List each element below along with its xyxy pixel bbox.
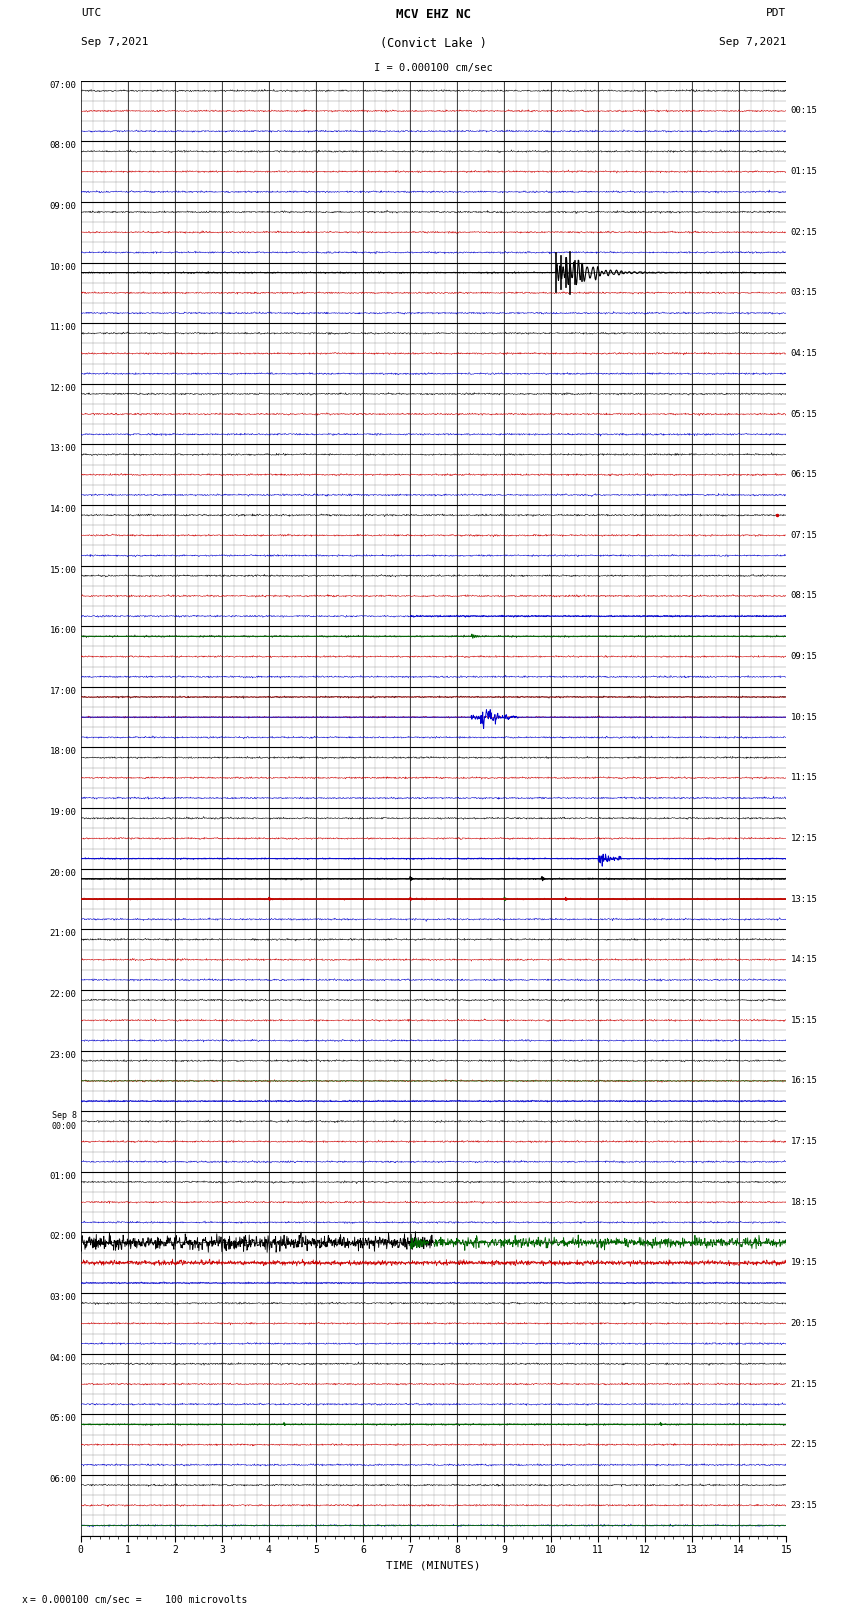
- Text: 16:00: 16:00: [49, 626, 76, 636]
- Text: Sep 7,2021: Sep 7,2021: [719, 37, 786, 47]
- Text: 08:00: 08:00: [49, 142, 76, 150]
- Text: 22:00: 22:00: [49, 990, 76, 998]
- Text: x: x: [21, 1595, 27, 1605]
- Text: 09:15: 09:15: [790, 652, 818, 661]
- Text: 07:00: 07:00: [49, 81, 76, 90]
- Text: Sep 8
00:00: Sep 8 00:00: [52, 1111, 76, 1131]
- Text: 11:00: 11:00: [49, 323, 76, 332]
- Text: 07:15: 07:15: [790, 531, 818, 540]
- Text: 01:00: 01:00: [49, 1171, 76, 1181]
- Text: 02:15: 02:15: [790, 227, 818, 237]
- Text: 22:15: 22:15: [790, 1440, 818, 1448]
- Text: 08:15: 08:15: [790, 592, 818, 600]
- Text: 10:15: 10:15: [790, 713, 818, 721]
- X-axis label: TIME (MINUTES): TIME (MINUTES): [386, 1561, 481, 1571]
- Text: 20:00: 20:00: [49, 869, 76, 877]
- Text: 00:15: 00:15: [790, 106, 818, 116]
- Text: 09:00: 09:00: [49, 202, 76, 211]
- Text: 17:15: 17:15: [790, 1137, 818, 1145]
- Text: 10:00: 10:00: [49, 263, 76, 271]
- Text: 21:15: 21:15: [790, 1379, 818, 1389]
- Text: 13:00: 13:00: [49, 444, 76, 453]
- Text: 18:15: 18:15: [790, 1198, 818, 1207]
- Text: 21:00: 21:00: [49, 929, 76, 939]
- Text: 17:00: 17:00: [49, 687, 76, 695]
- Text: (Convict Lake ): (Convict Lake ): [380, 37, 487, 50]
- Text: 11:15: 11:15: [790, 773, 818, 782]
- Text: 19:15: 19:15: [790, 1258, 818, 1268]
- Text: 12:15: 12:15: [790, 834, 818, 844]
- Text: 04:15: 04:15: [790, 348, 818, 358]
- Text: 13:15: 13:15: [790, 895, 818, 903]
- Text: 18:00: 18:00: [49, 747, 76, 756]
- Text: 14:15: 14:15: [790, 955, 818, 965]
- Text: UTC: UTC: [81, 8, 101, 18]
- Text: 12:00: 12:00: [49, 384, 76, 392]
- Text: 15:15: 15:15: [790, 1016, 818, 1024]
- Text: 15:00: 15:00: [49, 566, 76, 574]
- Text: 05:00: 05:00: [49, 1415, 76, 1423]
- Text: 01:15: 01:15: [790, 168, 818, 176]
- Text: 20:15: 20:15: [790, 1319, 818, 1327]
- Text: PDT: PDT: [766, 8, 786, 18]
- Text: MCV EHZ NC: MCV EHZ NC: [396, 8, 471, 21]
- Text: 02:00: 02:00: [49, 1232, 76, 1242]
- Text: I = 0.000100 cm/sec: I = 0.000100 cm/sec: [374, 63, 493, 73]
- Text: 14:00: 14:00: [49, 505, 76, 515]
- Text: 05:15: 05:15: [790, 410, 818, 418]
- Text: 06:00: 06:00: [49, 1474, 76, 1484]
- Text: 23:15: 23:15: [790, 1500, 818, 1510]
- Text: = 0.000100 cm/sec =    100 microvolts: = 0.000100 cm/sec = 100 microvolts: [30, 1595, 247, 1605]
- Text: 03:00: 03:00: [49, 1294, 76, 1302]
- Text: 04:00: 04:00: [49, 1353, 76, 1363]
- Text: 19:00: 19:00: [49, 808, 76, 818]
- Text: Sep 7,2021: Sep 7,2021: [81, 37, 148, 47]
- Text: 23:00: 23:00: [49, 1050, 76, 1060]
- Text: 16:15: 16:15: [790, 1076, 818, 1086]
- Text: 06:15: 06:15: [790, 471, 818, 479]
- Text: 03:15: 03:15: [790, 289, 818, 297]
